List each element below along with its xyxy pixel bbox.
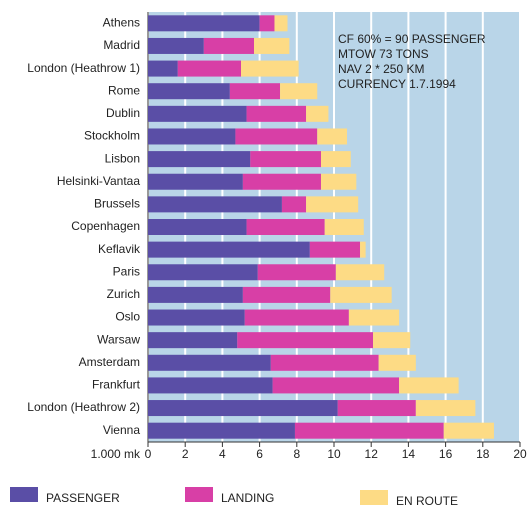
x-tick-label: 14: [402, 447, 416, 461]
bar-segment: [229, 83, 281, 100]
bar-segment: [373, 332, 411, 349]
y-tick-label: Paris: [113, 264, 140, 278]
bar-segment: [274, 15, 288, 32]
y-tick-label: Copenhagen: [71, 219, 140, 233]
bar-segment: [148, 173, 243, 190]
bar-segment: [415, 400, 476, 417]
x-tick-label: 0: [145, 447, 152, 461]
bar-segment: [246, 105, 307, 122]
bar-segment: [148, 105, 247, 122]
bar-segment: [242, 286, 331, 303]
bar-segment: [443, 422, 494, 439]
legend-label: LANDING: [221, 491, 274, 505]
bar-segment: [335, 264, 385, 281]
x-tick-label: 16: [439, 447, 453, 461]
y-tick-label: Amsterdam: [79, 355, 140, 369]
bar-segment: [148, 15, 260, 32]
bar-segment: [148, 128, 236, 145]
y-tick-label: Madrid: [103, 38, 140, 52]
bar-segment: [148, 422, 295, 439]
bar-segment: [148, 241, 310, 258]
bar-segment: [257, 264, 336, 281]
bar-segment: [148, 83, 230, 100]
y-tick-label: Athens: [103, 15, 140, 29]
bar-segment: [148, 354, 271, 371]
bar-segment: [237, 332, 374, 349]
bar-segment: [250, 151, 321, 168]
annotation: MTOW 73 TONS: [338, 47, 429, 61]
bar-segment: [148, 286, 243, 303]
bar-segment: [320, 151, 351, 168]
y-tick-label: Vienna: [103, 423, 140, 437]
bar-segment: [148, 151, 251, 168]
y-tick-label: Helsinki-Vantaa: [57, 174, 140, 188]
bar-segment: [378, 354, 416, 371]
bar-segment: [148, 309, 245, 326]
bar-segment: [235, 128, 318, 145]
bar-segment: [148, 377, 273, 394]
y-tick-label: Warsaw: [97, 332, 140, 346]
bar-segment: [280, 83, 318, 100]
x-axis-label: 1.000 mk: [91, 447, 141, 461]
bar-segment: [272, 377, 400, 394]
bar-segment: [203, 37, 255, 54]
bar-segment: [246, 219, 325, 235]
x-tick-label: 4: [219, 447, 226, 461]
legend-swatch: [360, 490, 388, 505]
bar-segment: [360, 241, 366, 258]
bar-segment: [244, 309, 349, 326]
bar-segment: [317, 128, 348, 145]
bar-segment: [306, 196, 359, 213]
y-tick-label: Frankfurt: [92, 378, 141, 392]
x-tick-label: 12: [365, 447, 379, 461]
legend-label: PASSENGER: [46, 491, 120, 505]
y-tick-label: Brussels: [94, 197, 140, 211]
x-tick-label: 20: [513, 447, 527, 461]
legend-swatch: [10, 487, 38, 502]
y-tick-label: Keflavik: [98, 242, 141, 256]
bar-segment: [270, 354, 379, 371]
y-tick-label: Oslo: [115, 310, 140, 324]
y-tick-label: London (Heathrow 1): [27, 61, 140, 75]
bar-segment: [306, 105, 329, 122]
bar-segment: [324, 219, 364, 235]
bar-segment: [148, 37, 204, 54]
y-tick-label: Lisbon: [105, 151, 140, 165]
bar-segment: [309, 241, 361, 258]
bar-segment: [148, 196, 282, 213]
bar-segment: [348, 309, 400, 326]
bar-segment: [281, 196, 307, 213]
y-tick-label: Zurich: [107, 287, 140, 301]
bar-segment: [148, 400, 338, 417]
x-tick-label: 18: [476, 447, 490, 461]
bar-segment: [148, 332, 238, 349]
bar-segment: [259, 15, 275, 32]
bar-segment: [330, 286, 392, 303]
bar-segment: [177, 60, 241, 77]
y-tick-label: London (Heathrow 2): [27, 400, 140, 414]
x-tick-label: 6: [256, 447, 263, 461]
annotation: CF 60% = 90 PASSENGER: [338, 32, 486, 46]
annotation: CURRENCY 1.7.1994: [338, 77, 456, 91]
annotation: NAV 2 * 250 KM: [338, 62, 424, 76]
x-tick-label: 10: [327, 447, 341, 461]
bar-segment: [242, 173, 321, 190]
bar-segment: [254, 37, 290, 54]
bar-segment: [148, 219, 247, 235]
y-tick-label: Rome: [108, 83, 140, 97]
bar-segment: [337, 400, 416, 417]
legend-swatch: [185, 487, 213, 502]
x-tick-label: 8: [293, 447, 300, 461]
bar-segment: [148, 60, 178, 77]
bar-segment: [241, 60, 299, 77]
legend-label: EN ROUTE: [396, 494, 458, 508]
x-tick-label: 2: [182, 447, 189, 461]
bar-segment: [294, 422, 444, 439]
y-tick-label: Dublin: [106, 106, 140, 120]
bar-segment: [148, 264, 258, 281]
bar-segment: [399, 377, 459, 394]
y-tick-label: Stockholm: [84, 129, 140, 143]
bar-segment: [320, 173, 357, 190]
